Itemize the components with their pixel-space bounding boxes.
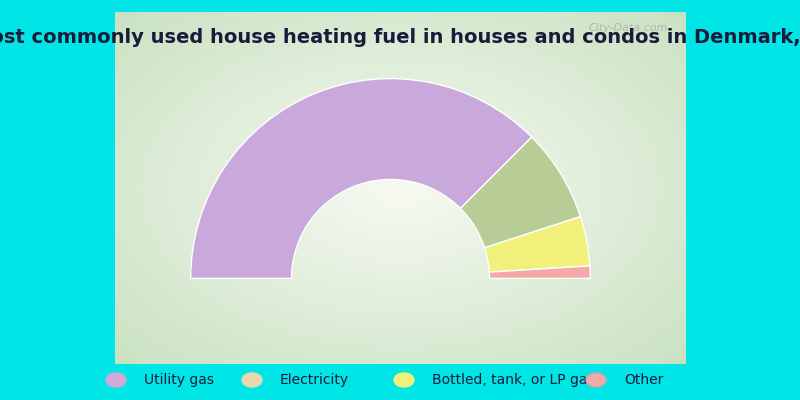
Text: Utility gas: Utility gas: [144, 373, 214, 387]
Text: Bottled, tank, or LP gas: Bottled, tank, or LP gas: [432, 373, 594, 387]
Wedge shape: [190, 78, 532, 278]
Text: Other: Other: [624, 373, 663, 387]
Wedge shape: [490, 266, 590, 278]
Text: City-Data.com: City-Data.com: [589, 22, 668, 32]
Ellipse shape: [394, 373, 414, 387]
Text: Most commonly used house heating fuel in houses and condos in Denmark, IA: Most commonly used house heating fuel in…: [0, 28, 800, 47]
Wedge shape: [461, 137, 581, 248]
Ellipse shape: [106, 373, 126, 387]
Ellipse shape: [242, 373, 262, 387]
Text: Electricity: Electricity: [280, 373, 349, 387]
Wedge shape: [485, 217, 590, 272]
Ellipse shape: [586, 373, 606, 387]
